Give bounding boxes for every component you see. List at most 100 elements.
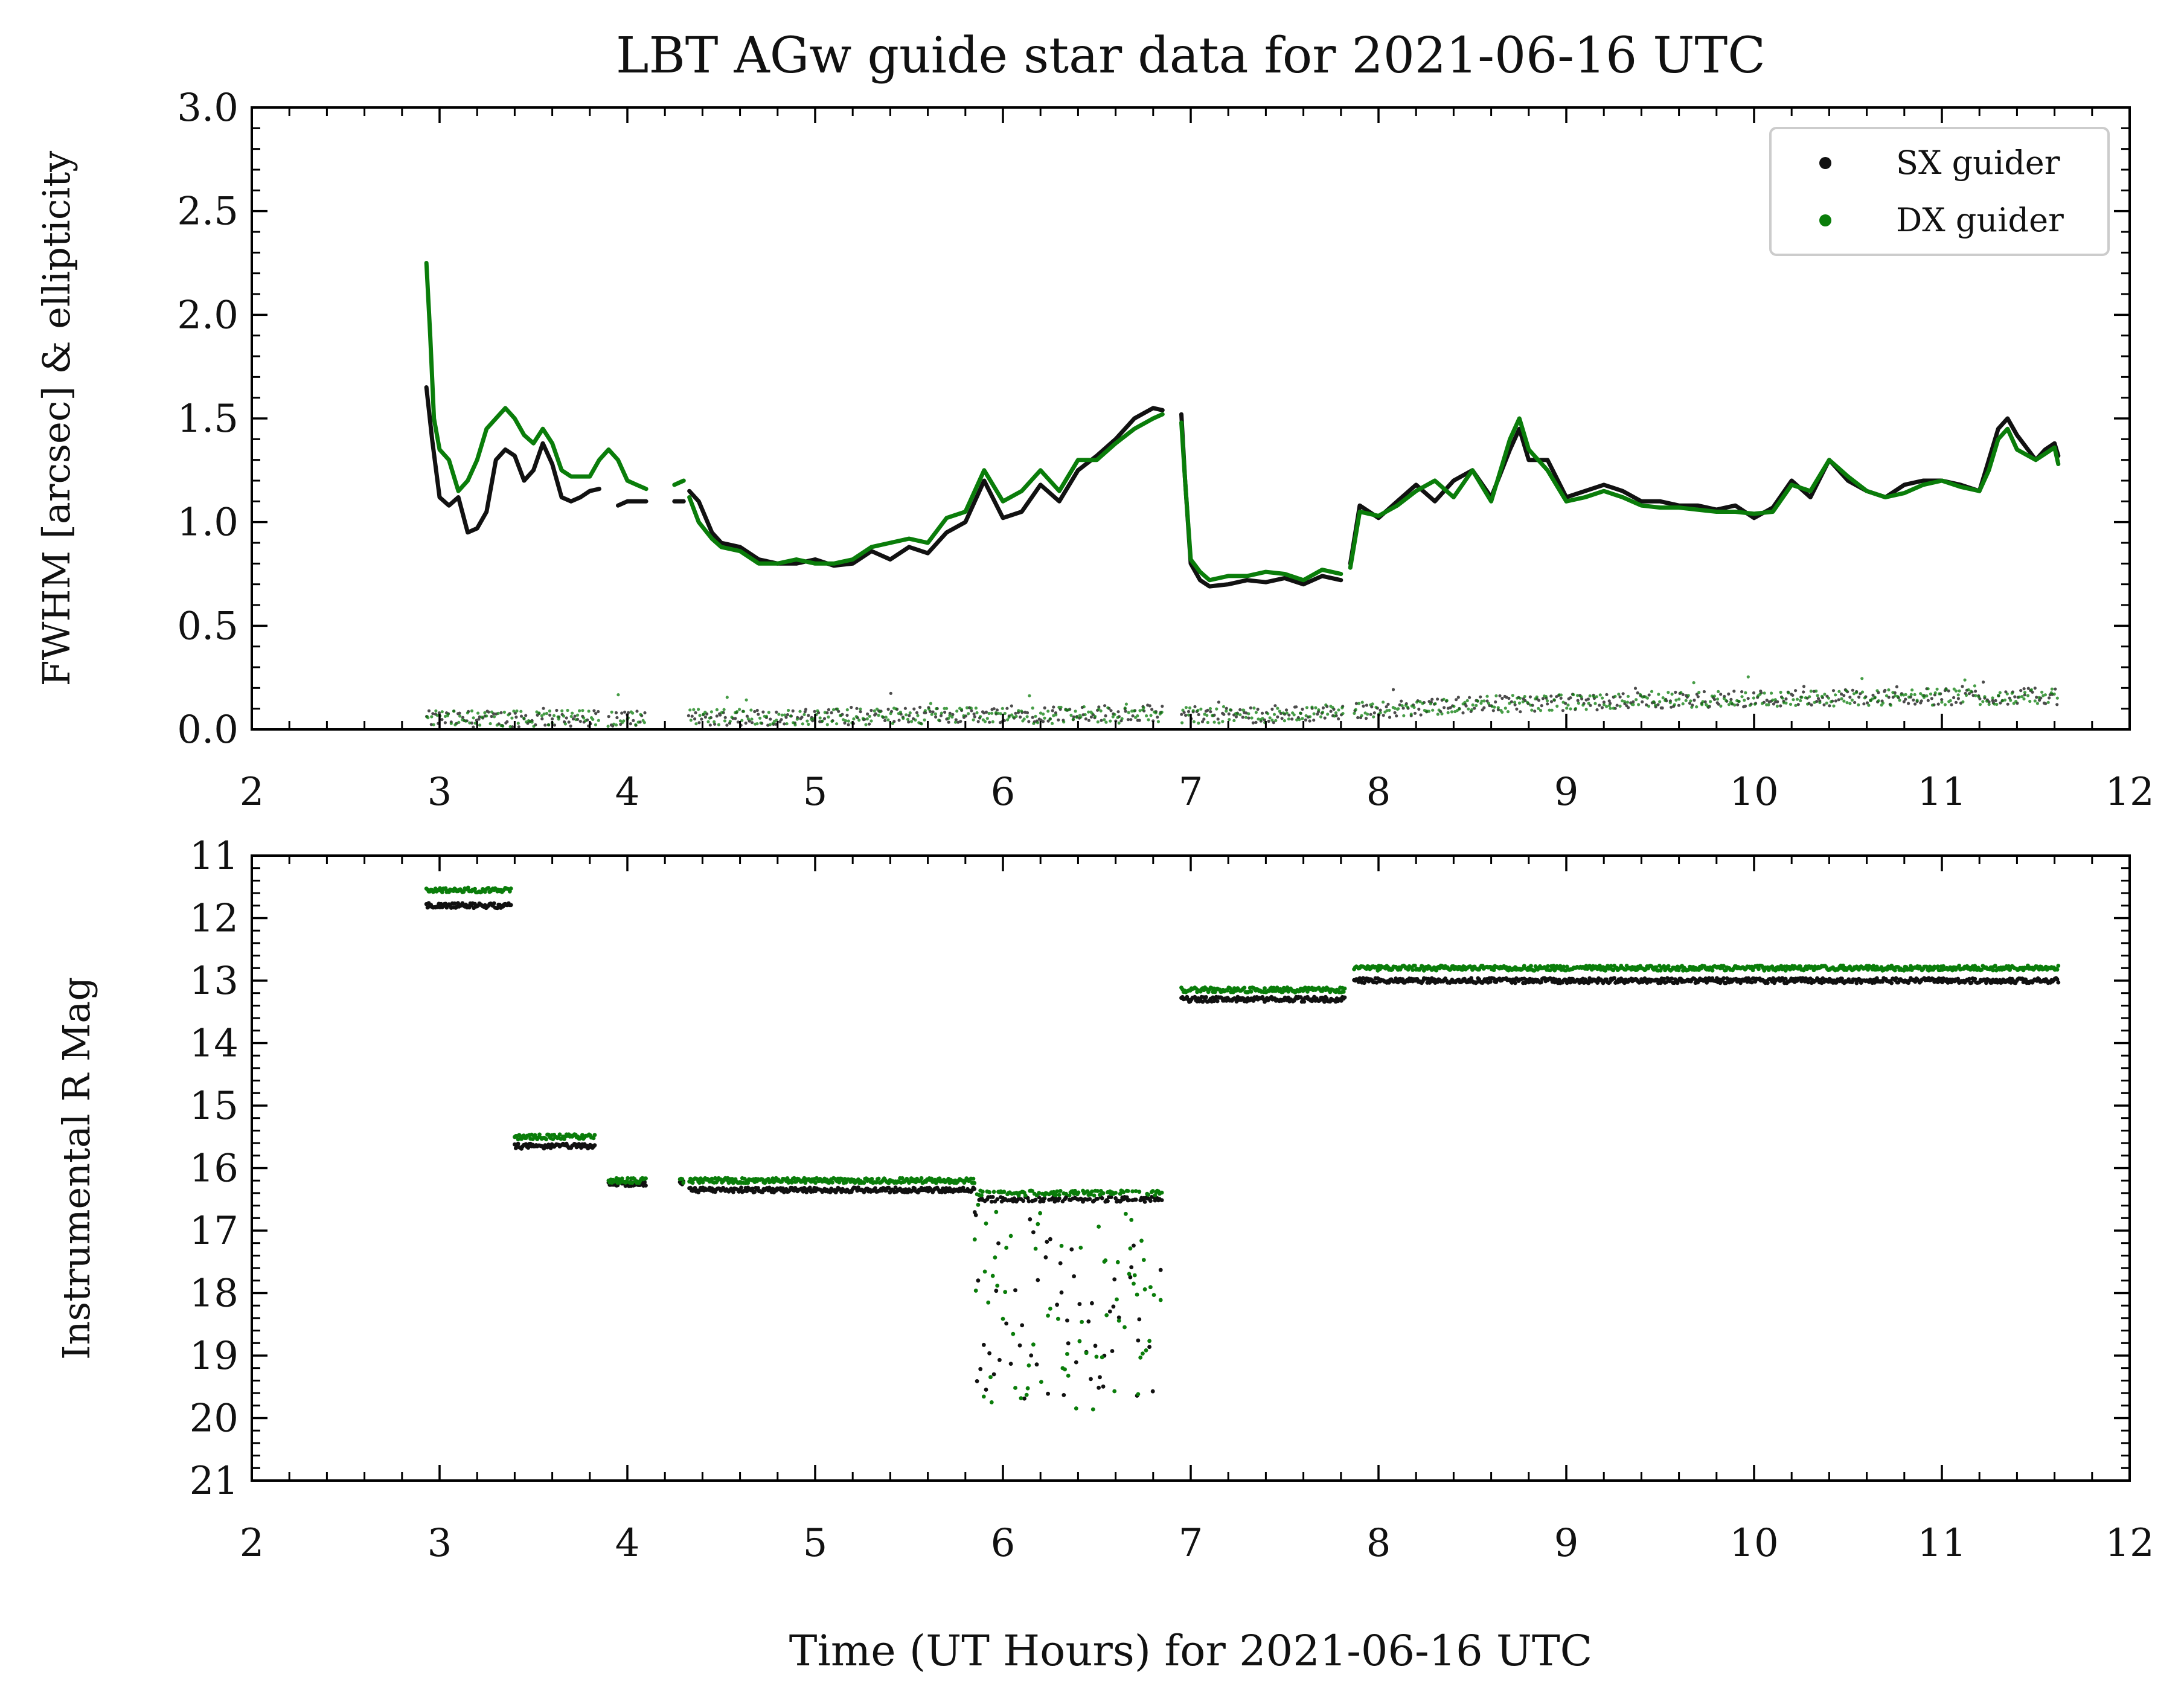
- ellipticity-point: [1410, 704, 1414, 708]
- magnitude-point: [991, 1372, 996, 1377]
- ellipticity-point: [2055, 696, 2059, 700]
- ellipticity-point: [2020, 695, 2024, 699]
- magnitude-point: [1037, 1191, 1042, 1196]
- ellipticity-point: [1388, 708, 1391, 712]
- ellipticity-point: [1321, 710, 1325, 714]
- ellipticity-point: [1379, 708, 1382, 712]
- ellipticity-point: [1473, 706, 1476, 710]
- y-tick-label: 11: [190, 834, 239, 879]
- ellipticity-point: [2035, 702, 2039, 705]
- ellipticity-point: [508, 725, 512, 729]
- x-tick-label: 8: [1366, 1521, 1391, 1566]
- ellipticity-point: [1621, 692, 1625, 696]
- ellipticity-point: [565, 716, 568, 720]
- ellipticity-point: [1217, 721, 1221, 725]
- ellipticity-point: [2054, 687, 2057, 691]
- magnitude-point: [466, 885, 470, 890]
- ellipticity-point: [1994, 699, 1997, 702]
- magnitude-point: [1078, 1246, 1083, 1250]
- ellipticity-point: [1938, 692, 1941, 696]
- ellipticity-point: [847, 723, 850, 726]
- ellipticity-point: [1506, 710, 1510, 714]
- ellipticity-scatter-dx: [426, 675, 2059, 729]
- ellipticity-point: [1737, 700, 1741, 703]
- ellipticity-point: [850, 705, 853, 709]
- ellipticity-point: [1618, 704, 1622, 708]
- magnitude-point: [1033, 1197, 1038, 1202]
- ellipticity-point: [1200, 720, 1205, 723]
- ellipticity-point: [1437, 708, 1441, 712]
- ellipticity-point: [1212, 720, 1216, 724]
- magnitude-point: [976, 1278, 981, 1283]
- ellipticity-point: [905, 713, 908, 717]
- magnitude-point: [1561, 964, 1566, 969]
- fwhm-line-sx: [424, 385, 601, 535]
- y-tick-label: 18: [190, 1272, 239, 1316]
- magnitude-point: [618, 1180, 622, 1185]
- legend-dx-label: DX guider: [1896, 201, 2064, 239]
- ellipticity-point: [1845, 689, 1848, 693]
- ellipticity-point: [1487, 702, 1490, 705]
- ellipticity-point: [560, 709, 564, 713]
- magnitude-point: [1242, 985, 1247, 990]
- ellipticity-point: [698, 714, 702, 717]
- ellipticity-point: [2023, 691, 2027, 694]
- ellipticity-point: [1319, 715, 1323, 719]
- ellipticity-point: [947, 720, 950, 724]
- ellipticity-point: [1138, 709, 1142, 713]
- ellipticity-point: [435, 714, 439, 717]
- ellipticity-point: [1961, 685, 1964, 688]
- ellipticity-point: [1818, 700, 1822, 705]
- magnitude-point: [750, 1187, 755, 1191]
- ellipticity-point: [1515, 707, 1519, 711]
- ellipticity-point: [1142, 706, 1145, 709]
- ellipticity-point: [1257, 717, 1260, 721]
- ellipticity-point: [2022, 697, 2026, 701]
- x-tick-label: 6: [991, 1521, 1016, 1566]
- magnitude-point: [1013, 1386, 1017, 1390]
- ellipticity-point: [1860, 677, 1864, 681]
- ellipticity-point: [1436, 713, 1439, 716]
- ellipticity-point: [1064, 708, 1068, 712]
- ellipticity-point: [1031, 706, 1034, 710]
- ellipticity-point: [1852, 692, 1856, 696]
- ellipticity-point: [2003, 698, 2007, 702]
- magnitude-point: [1973, 964, 1977, 969]
- ellipticity-point: [429, 723, 433, 726]
- ellipticity-point: [1936, 702, 1940, 706]
- ellipticity-point: [1681, 693, 1685, 696]
- ellipticity-point: [951, 713, 955, 716]
- magnitude-point: [981, 1394, 986, 1399]
- ellipticity-point: [1978, 703, 1982, 706]
- ellipticity-point: [1576, 694, 1580, 697]
- ellipticity-point: [1252, 706, 1256, 710]
- ellipticity-point: [1215, 707, 1218, 711]
- ellipticity-point: [643, 711, 647, 715]
- ellipticity-point: [1238, 713, 1242, 717]
- ellipticity-point: [1885, 694, 1889, 697]
- ellipticity-point: [1837, 690, 1841, 693]
- ellipticity-point: [1795, 697, 1799, 701]
- ellipticity-point: [2033, 699, 2037, 703]
- ellipticity-point: [1851, 688, 1854, 692]
- ellipticity-point: [457, 720, 461, 724]
- magnitude-point: [1127, 1272, 1132, 1276]
- magnitude-point: [1132, 1273, 1137, 1278]
- ellipticity-point: [1103, 704, 1107, 708]
- magnitude-point: [1084, 1351, 1089, 1356]
- magnitude-point: [1721, 964, 1726, 969]
- magnitude-point: [1710, 968, 1715, 973]
- magnitude-point: [1137, 1317, 1142, 1322]
- ellipticity-point: [1500, 710, 1504, 714]
- ellipticity-point: [1887, 688, 1891, 692]
- magnitude-point: [1031, 1230, 1036, 1235]
- magnitude-point: [1129, 1265, 1134, 1270]
- ellipticity-point: [1550, 708, 1554, 712]
- ellipticity-point: [1276, 715, 1279, 719]
- ellipticity-point: [1670, 705, 1673, 709]
- ellipticity-point: [1667, 691, 1670, 694]
- ellipticity-point: [1513, 703, 1517, 706]
- ellipticity-point: [974, 706, 978, 710]
- ellipticity-point: [1752, 691, 1756, 695]
- magnitude-point: [972, 1180, 977, 1185]
